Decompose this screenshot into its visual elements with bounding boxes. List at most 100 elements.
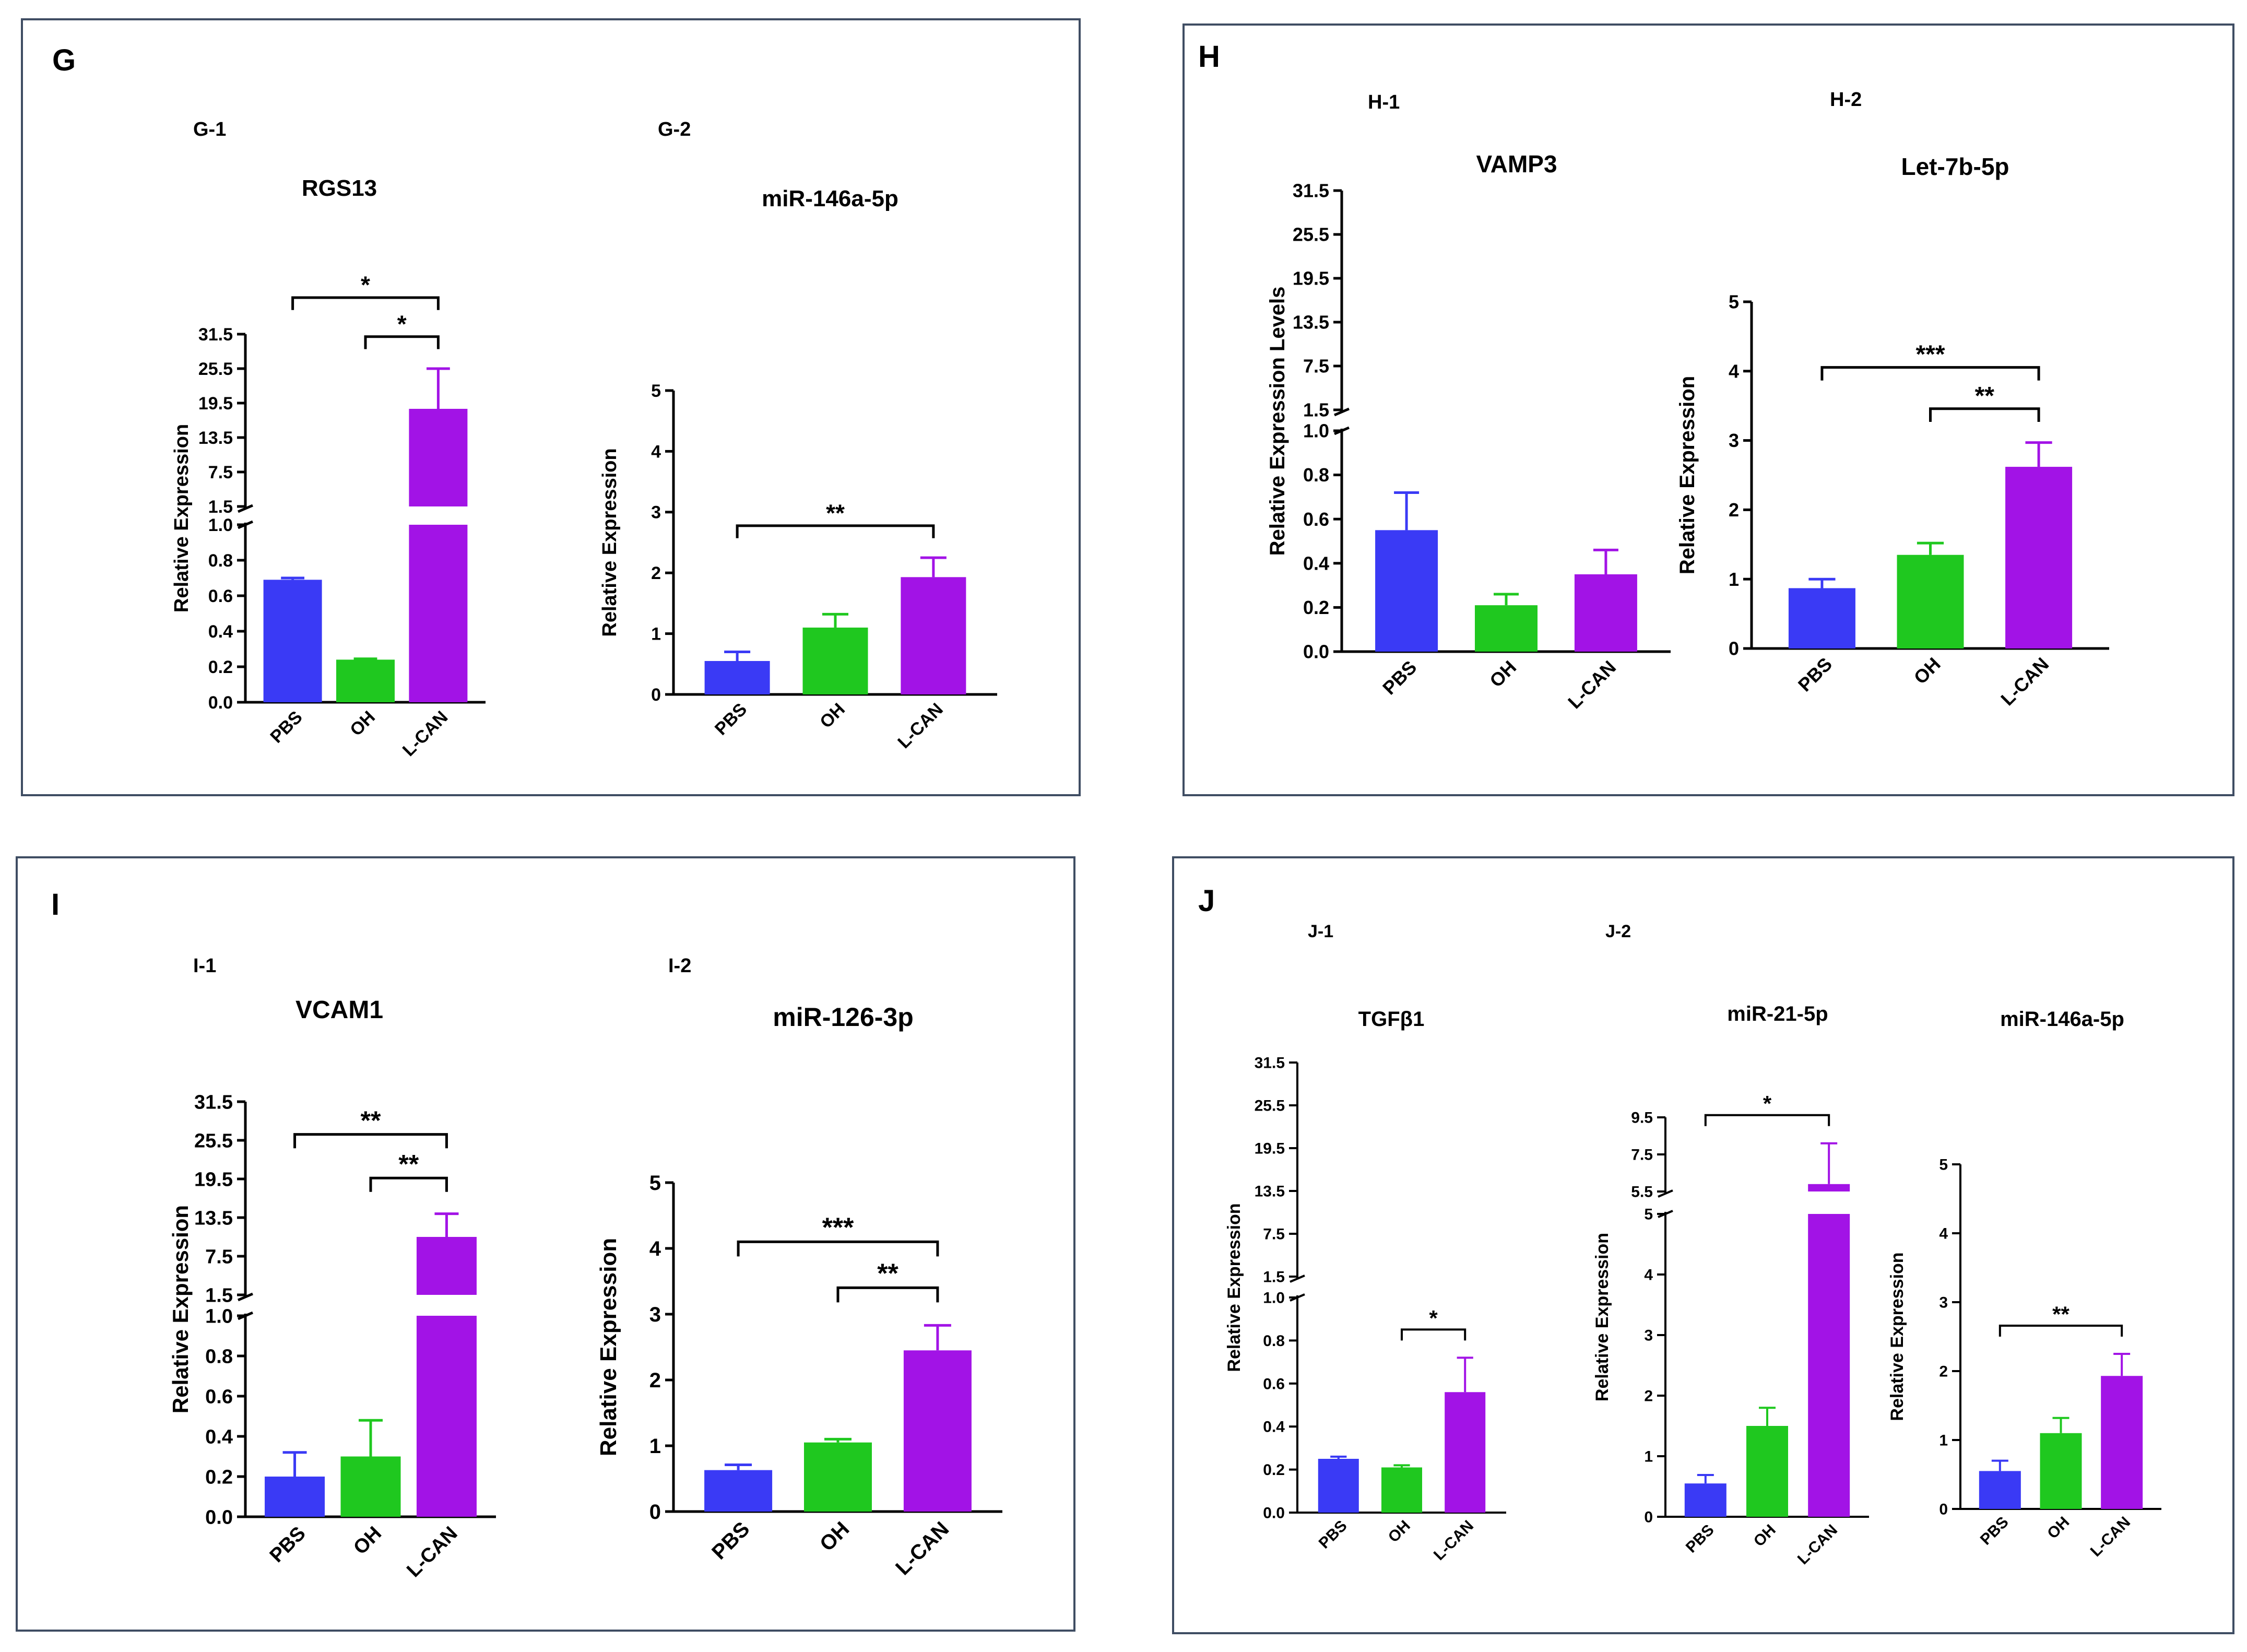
bar-lcan-j-2b <box>2101 1376 2143 1509</box>
y-tick-label-g-1: 7.5 <box>208 463 233 482</box>
significance-bracket-i-2 <box>836 1286 939 1303</box>
y-axis-label-g-2: Relative Expression <box>599 448 621 636</box>
y-axis-label-h-2: Relative Expression <box>1676 376 1699 574</box>
y-tick-label-g-2: 3 <box>651 503 661 523</box>
y-tick-label-h-1: 31.5 <box>1293 180 1329 202</box>
significance-bracket-i-1 <box>293 1133 448 1149</box>
bar-pbs-g-2 <box>704 660 770 694</box>
bar-oh-g-1 <box>336 659 395 702</box>
y-tick-label-j-2a: 7.5 <box>1631 1147 1653 1164</box>
y-tick-label-i-1: 7.5 <box>205 1246 233 1268</box>
bar-oh-h-1 <box>1475 605 1538 652</box>
panel-letter-g: G <box>52 43 76 77</box>
y-tick-label-h-1: 0.4 <box>1303 552 1329 574</box>
y-tick-label-i-1: 13.5 <box>194 1207 233 1229</box>
significance-label-h-2: *** <box>1915 341 1945 369</box>
y-tick-label-j-1: 31.5 <box>1255 1055 1285 1072</box>
x-tick-label-pbs-h-1: PBS <box>1378 656 1421 699</box>
significance-bracket-j-2b <box>1998 1325 2123 1337</box>
y-tick-label-i-1: 0.8 <box>205 1346 233 1367</box>
y-tick-label-h-2: 0 <box>1729 638 1739 659</box>
y-tick-label-j-2b: 3 <box>1939 1294 1948 1312</box>
y-tick-label-j-2a: 1 <box>1644 1448 1653 1466</box>
y-axis-label-h-1: Relative Expression Levels <box>1266 287 1289 556</box>
bar-pbs-j-2a <box>1684 1483 1726 1517</box>
bar-lcan-lower-i-1 <box>416 1316 477 1517</box>
x-tick-label-pbs-g-1: PBS <box>266 707 306 747</box>
significance-label-j-2b: ** <box>2052 1302 2069 1327</box>
y-tick-label-j-1: 0.8 <box>1263 1332 1285 1350</box>
bar-oh-j-2b <box>2040 1433 2082 1509</box>
chart-title-j-1: TGFβ1 <box>1358 1008 1425 1031</box>
chart-g-2: miR-146a-5p Relative Expression 0 1 2 3 4 5 PBS O… <box>599 186 997 752</box>
significance-label-h-2: ** <box>1975 382 1995 410</box>
x-tick-label-oh-g-1: OH <box>346 707 379 740</box>
sublabel-j2: J-2 <box>1605 922 1631 941</box>
y-tick-label-h-2: 5 <box>1729 291 1739 313</box>
y-tick-label-i-1: 1.0 <box>205 1305 233 1327</box>
y-tick-label-j-2a: 9.5 <box>1631 1110 1653 1127</box>
significance-bracket-j-1 <box>1401 1328 1467 1341</box>
x-tick-label-lcan-h-2: L-CAN <box>1996 653 2053 710</box>
y-tick-label-j-1: 0.0 <box>1263 1505 1285 1522</box>
bar-lcan-h-2 <box>2005 467 2073 648</box>
bar-oh-i-1 <box>340 1456 401 1517</box>
y-tick-label-g-2: 1 <box>651 624 661 644</box>
y-tick-label-g-1: 0.0 <box>208 693 233 713</box>
bar-lcan-i-2 <box>903 1350 972 1512</box>
bar-lcan-j-1 <box>1445 1392 1486 1513</box>
chart-title-i-2: miR-126-3p <box>773 1002 914 1032</box>
y-tick-label-i-2: 0 <box>649 1501 661 1524</box>
y-tick-label-h-1: 13.5 <box>1293 312 1329 333</box>
significance-bracket-g-1 <box>291 296 440 310</box>
chart-j-2b: miR-146a-5p Relative Expression 0 1 2 3 4 5 PBS O… <box>1887 1008 2161 1560</box>
y-tick-label-j-2a: 0 <box>1644 1509 1653 1526</box>
chart-h-2: Let-7b-5p Relative Expression 0 1 2 3 4 5 PBS OH L… <box>1676 153 2109 710</box>
x-tick-label-pbs-j-2b: PBS <box>1977 1514 2012 1549</box>
significance-bracket-h-2 <box>1820 366 2040 381</box>
bar-oh-i-2 <box>804 1442 872 1512</box>
panel-letter-h: H <box>1198 40 1220 74</box>
x-tick-label-oh-j-2b: OH <box>2044 1514 2073 1542</box>
y-tick-label-j-2a: 3 <box>1644 1327 1653 1344</box>
y-tick-label-h-1: 19.5 <box>1293 268 1329 289</box>
significance-bracket-i-2 <box>737 1240 939 1257</box>
bar-oh-g-2 <box>802 627 868 694</box>
y-tick-label-j-1: 7.5 <box>1263 1226 1285 1243</box>
bar-lcan-upper-j-2a <box>1808 1184 1850 1191</box>
x-tick-label-pbs-i-2: PBS <box>707 1517 754 1564</box>
y-tick-label-j-1: 0.6 <box>1263 1375 1285 1393</box>
x-tick-label-oh-j-2a: OH <box>1751 1521 1779 1550</box>
panel-i <box>16 856 1075 1632</box>
y-tick-label-j-2b: 4 <box>1939 1225 1948 1243</box>
y-tick-label-g-2: 2 <box>651 563 661 583</box>
y-axis-label-g-1: Relative Expression <box>171 424 193 612</box>
y-tick-label-g-1: 1.0 <box>208 515 233 535</box>
x-tick-label-lcan-g-2: L-CAN <box>894 699 947 752</box>
y-tick-label-h-1: 7.5 <box>1303 356 1329 377</box>
bar-pbs-h-2 <box>1788 588 1855 648</box>
y-tick-label-g-1: 0.8 <box>208 551 233 571</box>
y-tick-label-h-2: 4 <box>1729 360 1739 382</box>
y-tick-label-j-2b: 1 <box>1939 1432 1948 1449</box>
sublabel-h1: H-1 <box>1368 91 1400 113</box>
chart-title-h-2: Let-7b-5p <box>1901 153 2009 180</box>
y-tick-label-g-1: 31.5 <box>198 325 233 345</box>
significance-label-i-2: *** <box>822 1212 854 1243</box>
y-tick-label-j-1: 19.5 <box>1255 1140 1285 1158</box>
x-tick-label-lcan-j-2b: L-CAN <box>2087 1514 2134 1560</box>
chart-title-j-2b: miR-146a-5p <box>2000 1008 2124 1031</box>
bar-pbs-h-1 <box>1375 530 1438 652</box>
x-tick-label-lcan-i-2: L-CAN <box>891 1517 953 1579</box>
axis-break-mark-h-1 <box>1334 407 1350 417</box>
y-tick-label-i-1: 31.5 <box>194 1091 233 1113</box>
x-tick-label-lcan-h-1: L-CAN <box>1564 656 1620 713</box>
y-tick-label-g-1: 0.6 <box>208 586 233 606</box>
y-tick-label-h-2: 3 <box>1729 430 1739 451</box>
x-tick-label-lcan-g-1: L-CAN <box>399 707 452 760</box>
bar-lcan-upper-i-1 <box>416 1237 477 1295</box>
y-tick-label-i-2: 2 <box>649 1369 661 1392</box>
significance-bracket-i-1 <box>369 1176 448 1192</box>
y-tick-label-g-1: 1.5 <box>208 497 233 517</box>
bar-oh-j-2a <box>1746 1426 1788 1517</box>
